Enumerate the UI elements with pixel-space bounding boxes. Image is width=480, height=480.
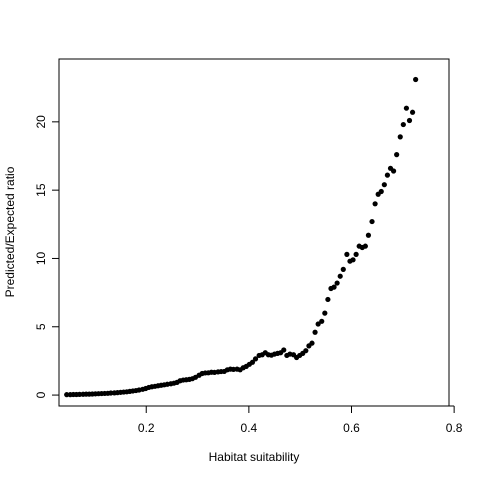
y-tick-label-0: 0 <box>34 391 48 398</box>
data-point-79 <box>312 329 318 335</box>
data-point-111 <box>413 76 419 83</box>
data-point-110 <box>409 109 416 115</box>
y-tick-label-4: 20 <box>34 115 48 129</box>
y-tick-label-2: 10 <box>34 251 48 265</box>
data-point-59 <box>249 359 256 365</box>
data-point-86 <box>334 280 340 286</box>
data-point-89 <box>344 251 350 257</box>
data-point-95 <box>362 243 368 249</box>
data-point-0 <box>64 392 70 398</box>
data-point-88 <box>340 266 346 272</box>
data-point-109 <box>406 117 413 124</box>
data-point-80 <box>315 321 321 327</box>
data-point-97 <box>369 218 375 225</box>
data-points <box>64 76 419 398</box>
data-point-102 <box>384 172 391 178</box>
data-point-101 <box>381 182 387 188</box>
x-axis: 0.2 0.4 0.6 0.8 <box>138 405 463 435</box>
data-point-87 <box>337 273 343 279</box>
data-point-108 <box>403 105 410 111</box>
data-point-78 <box>309 340 315 346</box>
x-axis-label: Habitat suitability <box>209 450 300 464</box>
data-point-100 <box>378 188 384 195</box>
data-point-104 <box>390 168 397 174</box>
y-axis-label: Predicted/Expected ratio <box>3 166 17 297</box>
y-tick-label-3: 15 <box>34 183 48 197</box>
data-point-96 <box>365 232 372 238</box>
data-point-60 <box>252 356 259 362</box>
data-point-106 <box>397 134 403 140</box>
data-point-83 <box>325 296 331 303</box>
x-tick-label-0: 0.2 <box>138 421 155 435</box>
data-point-92 <box>353 251 359 257</box>
data-point-81 <box>319 318 325 324</box>
data-point-82 <box>322 310 328 316</box>
data-point-107 <box>400 121 406 128</box>
data-point-69 <box>281 347 287 353</box>
data-point-85 <box>331 284 337 290</box>
y-tick-label-1: 5 <box>34 323 48 330</box>
data-point-98 <box>372 201 378 207</box>
x-tick-label-3: 0.8 <box>446 421 463 435</box>
x-tick-label-2: 0.6 <box>343 421 360 435</box>
x-tick-label-1: 0.4 <box>241 421 258 435</box>
y-axis: 0 5 10 15 20 <box>34 115 60 398</box>
data-point-91 <box>350 257 356 263</box>
data-point-105 <box>394 152 400 158</box>
data-point-76 <box>303 348 309 354</box>
